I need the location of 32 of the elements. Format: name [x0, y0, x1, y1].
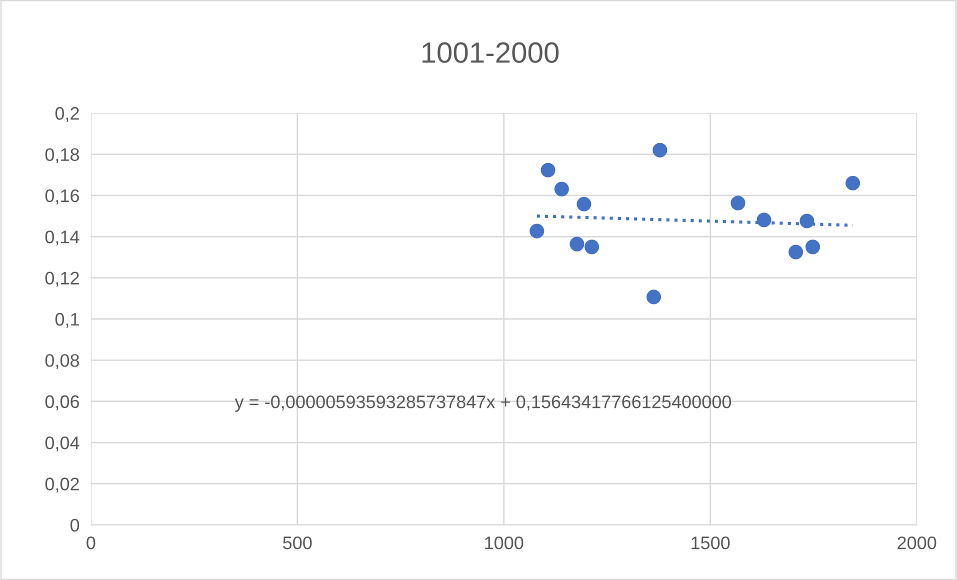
y-tick-label: 0,12 — [45, 272, 79, 287]
annotation: y = -0,00000593593285737847x + 0,15643417766125400000 — [234, 395, 732, 412]
y-tick-label: 0 — [70, 518, 80, 532]
point — [756, 212, 772, 228]
x-tick-label: 2000 — [898, 536, 936, 550]
y-tick-label: 0,02 — [45, 478, 79, 493]
point — [540, 162, 556, 178]
point — [846, 176, 860, 190]
x-tick-label: 1000 — [485, 536, 524, 550]
point — [646, 290, 662, 304]
y-tick-label: 0,14 — [45, 230, 80, 246]
x-tick-label: 500 — [283, 536, 312, 550]
y-tick-label: 0,08 — [45, 354, 80, 370]
point — [584, 240, 600, 254]
point — [800, 214, 814, 228]
x-tick-label: 1500 — [692, 536, 730, 550]
point — [570, 236, 584, 252]
y-tick-label: 0,1 — [55, 312, 79, 328]
point — [530, 224, 544, 238]
chart-title: 1001-2000 — [422, 42, 559, 63]
point — [576, 196, 592, 212]
y-tick-label: 0,2 — [55, 107, 79, 122]
y-tick-label: 0,18 — [45, 148, 80, 164]
point — [805, 240, 820, 254]
y-tick-label: 0,06 — [45, 395, 80, 410]
point — [788, 244, 804, 260]
point — [730, 196, 746, 210]
y-tick-label: 0,16 — [45, 189, 80, 204]
point — [554, 182, 569, 196]
point — [652, 142, 668, 158]
y-tick-label: 0,04 — [45, 436, 80, 452]
x-tick-label: 0 — [86, 536, 96, 550]
